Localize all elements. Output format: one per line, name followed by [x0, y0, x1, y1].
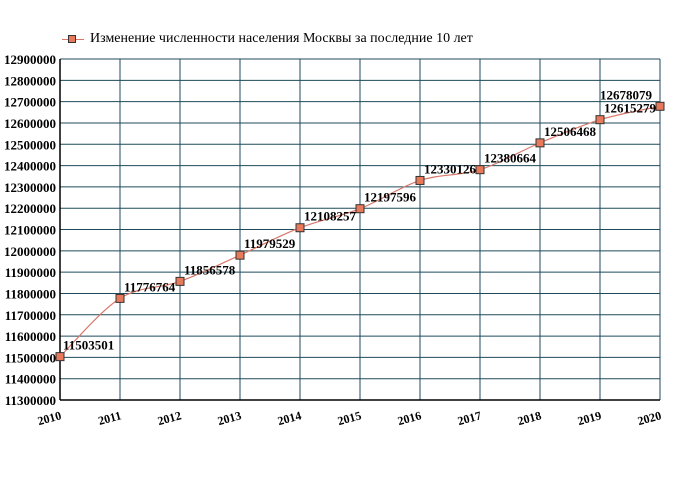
- y-tick-label: 12600000: [4, 116, 56, 131]
- x-tick-label: 2011: [97, 408, 123, 428]
- data-point-marker: [235, 250, 245, 260]
- y-tick-label: 12800000: [4, 73, 56, 88]
- x-tick-label: 2017: [456, 408, 483, 428]
- data-point-marker: [475, 165, 485, 175]
- data-label: 12615279: [604, 101, 657, 116]
- x-tick-label: 2015: [336, 408, 363, 428]
- legend-square: [68, 35, 76, 43]
- data-label: 12678079: [600, 87, 653, 102]
- data-point-marker: [295, 223, 305, 233]
- data-point-marker: [535, 138, 545, 148]
- data-label: 12380664: [484, 151, 537, 166]
- x-tick-label: 2019: [576, 408, 603, 428]
- x-tick-label: 2014: [276, 408, 303, 428]
- y-tick-label: 12000000: [4, 244, 56, 259]
- data-point-marker: [655, 101, 665, 111]
- y-tick-label: 11800000: [5, 286, 56, 301]
- legend: Изменение численности населения Москвы з…: [62, 31, 473, 47]
- data-point-marker: [175, 276, 185, 286]
- data-label: 12330126: [424, 161, 477, 176]
- chart-grid: [59, 58, 661, 401]
- y-tick-label: 12400000: [4, 159, 56, 174]
- data-label: 11979529: [244, 236, 296, 251]
- series-group: [55, 101, 665, 362]
- data-point-marker: [415, 175, 425, 185]
- legend-label: Изменение численности населения Москвы з…: [90, 31, 473, 46]
- y-tick-label: 11700000: [5, 308, 56, 323]
- data-point-marker: [595, 115, 605, 125]
- x-tick-label: 2018: [516, 408, 543, 428]
- y-tick-label: 12100000: [4, 223, 56, 238]
- x-tick-label: 2010: [36, 408, 63, 428]
- legend-marker-icon: [62, 33, 84, 45]
- y-tick-label: 11400000: [5, 372, 56, 387]
- data-point-marker: [55, 352, 65, 362]
- x-tick-label: 2016: [396, 408, 423, 428]
- x-tick-label: 2012: [156, 408, 183, 428]
- x-tick-label: 2013: [216, 408, 243, 428]
- y-tick-label: 12300000: [4, 180, 56, 195]
- data-point-marker: [115, 293, 125, 303]
- data-label: 12197596: [364, 190, 417, 205]
- y-axis-tick-labels: 11300000 11400000 11500000 11600000 11700000…: [4, 52, 56, 408]
- y-tick-label: 12700000: [4, 95, 56, 110]
- x-axis-tick-labels: 2010 2011 2012 2013 2014 2015 2016 2017 2018 2019…: [36, 408, 663, 428]
- y-tick-label: 12500000: [4, 137, 56, 152]
- y-tick-label: 11500000: [5, 350, 56, 365]
- data-label: 11776764: [124, 279, 176, 294]
- y-tick-label: 12900000: [4, 52, 56, 67]
- y-tick-label: 11900000: [5, 265, 56, 280]
- y-tick-label: 11300000: [5, 393, 56, 408]
- y-tick-label: 12200000: [4, 201, 56, 216]
- x-tick-label: 2020: [636, 408, 663, 428]
- data-labels: 11503501 11776764 11856578 11979529 12108257…: [63, 87, 657, 352]
- data-label: 12506468: [544, 124, 597, 139]
- data-label: 12108257: [304, 209, 357, 224]
- data-label: 11503501: [63, 338, 114, 353]
- y-tick-label: 11600000: [5, 329, 56, 344]
- data-point-marker: [355, 204, 365, 214]
- data-label: 11856578: [184, 262, 236, 277]
